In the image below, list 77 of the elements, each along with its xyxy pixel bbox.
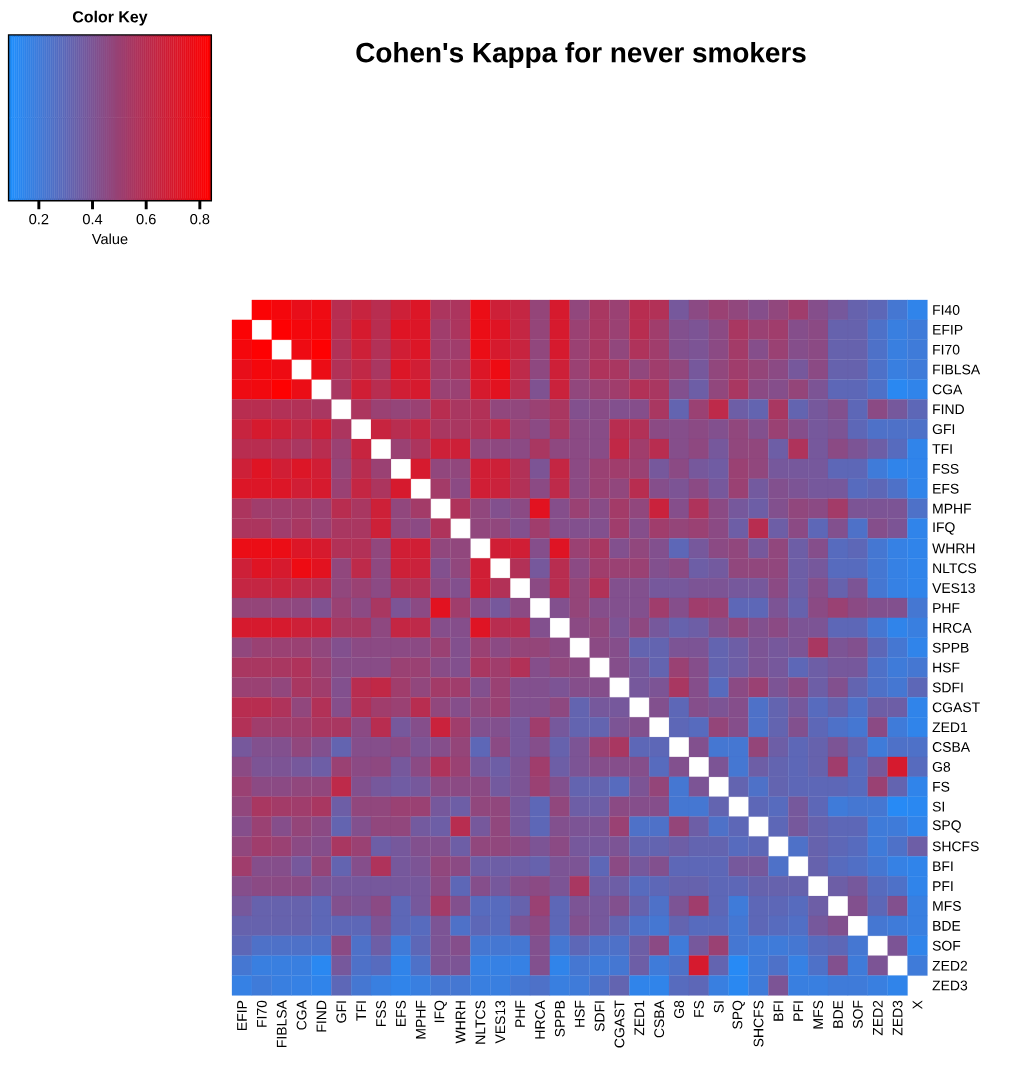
x-tick-label: MFS (813, 1000, 824, 1029)
x-tick-label: HRCA (535, 1000, 545, 1039)
legend-title: Color Key (72, 10, 148, 26)
x-tick-label: CGAST (614, 1000, 625, 1048)
y-tick-label: PFI (933, 881, 953, 891)
x-tick-label: EFS (395, 1000, 406, 1027)
color-bar-label: 0.2 (29, 214, 49, 225)
x-tick-label: FSS (376, 1000, 386, 1027)
y-tick-label: EFS (933, 483, 959, 494)
x-tick-label: SDFI (594, 1001, 605, 1032)
x-tick-label: ZED2 (872, 1000, 883, 1036)
x-tick-label: FIND (316, 1000, 327, 1032)
y-tick-label: CSBA (932, 742, 971, 752)
x-tick-label: G8 (674, 1000, 684, 1018)
y-tick-label: PHF (933, 603, 960, 613)
y-tick-label: FSS (933, 463, 959, 474)
y-tick-label: SDFI (932, 682, 963, 693)
y-tick-label: GFI (932, 424, 955, 435)
x-tick-label: SPPB (554, 1000, 565, 1037)
y-tick-label: VES13 (932, 583, 975, 594)
x-tick-label: SOF (852, 1000, 863, 1029)
y-tick-label: ZED1 (932, 722, 968, 732)
x-tick-label: CGA (296, 1000, 307, 1030)
y-tick-label: FI70 (933, 344, 960, 355)
chart-title: Cohen's Kappa for never smokers (356, 41, 806, 68)
y-tick-label: CGAST (932, 702, 980, 713)
x-tick-label: FI70 (256, 1000, 267, 1027)
y-tick-label: SI (932, 801, 944, 812)
y-tick-label: FIND (933, 404, 964, 415)
y-tick-label: EFIP (933, 325, 963, 335)
x-tick-label: NLTCS (475, 1000, 486, 1044)
x-tick-label: PHF (515, 1000, 525, 1027)
color-bar-label: 0.6 (136, 214, 156, 225)
x-tick-label: IFQ (434, 1000, 447, 1023)
x-tick-label: FS (693, 1000, 704, 1017)
y-tick-label: SOF (932, 940, 961, 951)
y-tick-label: SHCFS (932, 841, 979, 852)
color-bar-label: 0.8 (190, 214, 210, 225)
color-bar-label: 0.4 (82, 214, 103, 225)
color-bar-title: Value (91, 233, 128, 245)
x-tick-label: ZED3 (892, 1000, 903, 1036)
x-tick-label: FIBLSA (276, 1000, 287, 1048)
x-tick-label: CSBA (654, 1000, 665, 1038)
y-tick-label: TFI (932, 444, 952, 454)
x-tick-label: SI (713, 1001, 724, 1013)
y-tick-label: BFI (933, 861, 953, 872)
x-tick-label: SPQ (732, 1000, 745, 1029)
x-tick-label: PFI (793, 1001, 804, 1021)
x-tick-label: WHRH (455, 1001, 466, 1044)
y-tick-label: BDE (933, 921, 961, 931)
y-tick-label: MPHF (933, 503, 972, 514)
y-tick-label: IFQ (933, 522, 955, 535)
x-tick-label: BFI (773, 1001, 784, 1021)
y-tick-label: NLTCS (933, 563, 977, 574)
y-tick-label: G8 (932, 761, 951, 772)
y-tick-label: FI40 (933, 305, 960, 315)
x-tick-label: ZED1 (634, 1000, 645, 1036)
x-tick-label: GFI (336, 1001, 347, 1023)
y-tick-label: FIBLSA (933, 364, 981, 375)
x-tick-label: MPHF (415, 1000, 426, 1039)
x-tick-label: VES13 (495, 1000, 506, 1044)
y-tick-label: SPQ (932, 820, 961, 833)
y-tick-label: HRCA (933, 622, 972, 633)
x-tick-label: BDE (833, 1000, 843, 1028)
x-tick-label: X (912, 1000, 923, 1010)
x-tick-label: HSF (574, 1000, 585, 1027)
y-tick-label: FS (933, 781, 950, 792)
x-tick-label: EFIP (237, 1000, 247, 1030)
y-tick-label: ZED3 (932, 980, 968, 991)
x-tick-label: SHCFS (753, 1000, 764, 1047)
y-tick-label: WHRH (932, 543, 975, 554)
y-tick-label: CGA (932, 384, 963, 395)
y-tick-label: SPPB (932, 642, 969, 653)
y-tick-label: MFS (933, 901, 961, 911)
y-tick-label: ZED2 (932, 960, 968, 971)
y-tick-label: HSF (933, 662, 960, 673)
x-tick-label: TFI (356, 1001, 366, 1021)
